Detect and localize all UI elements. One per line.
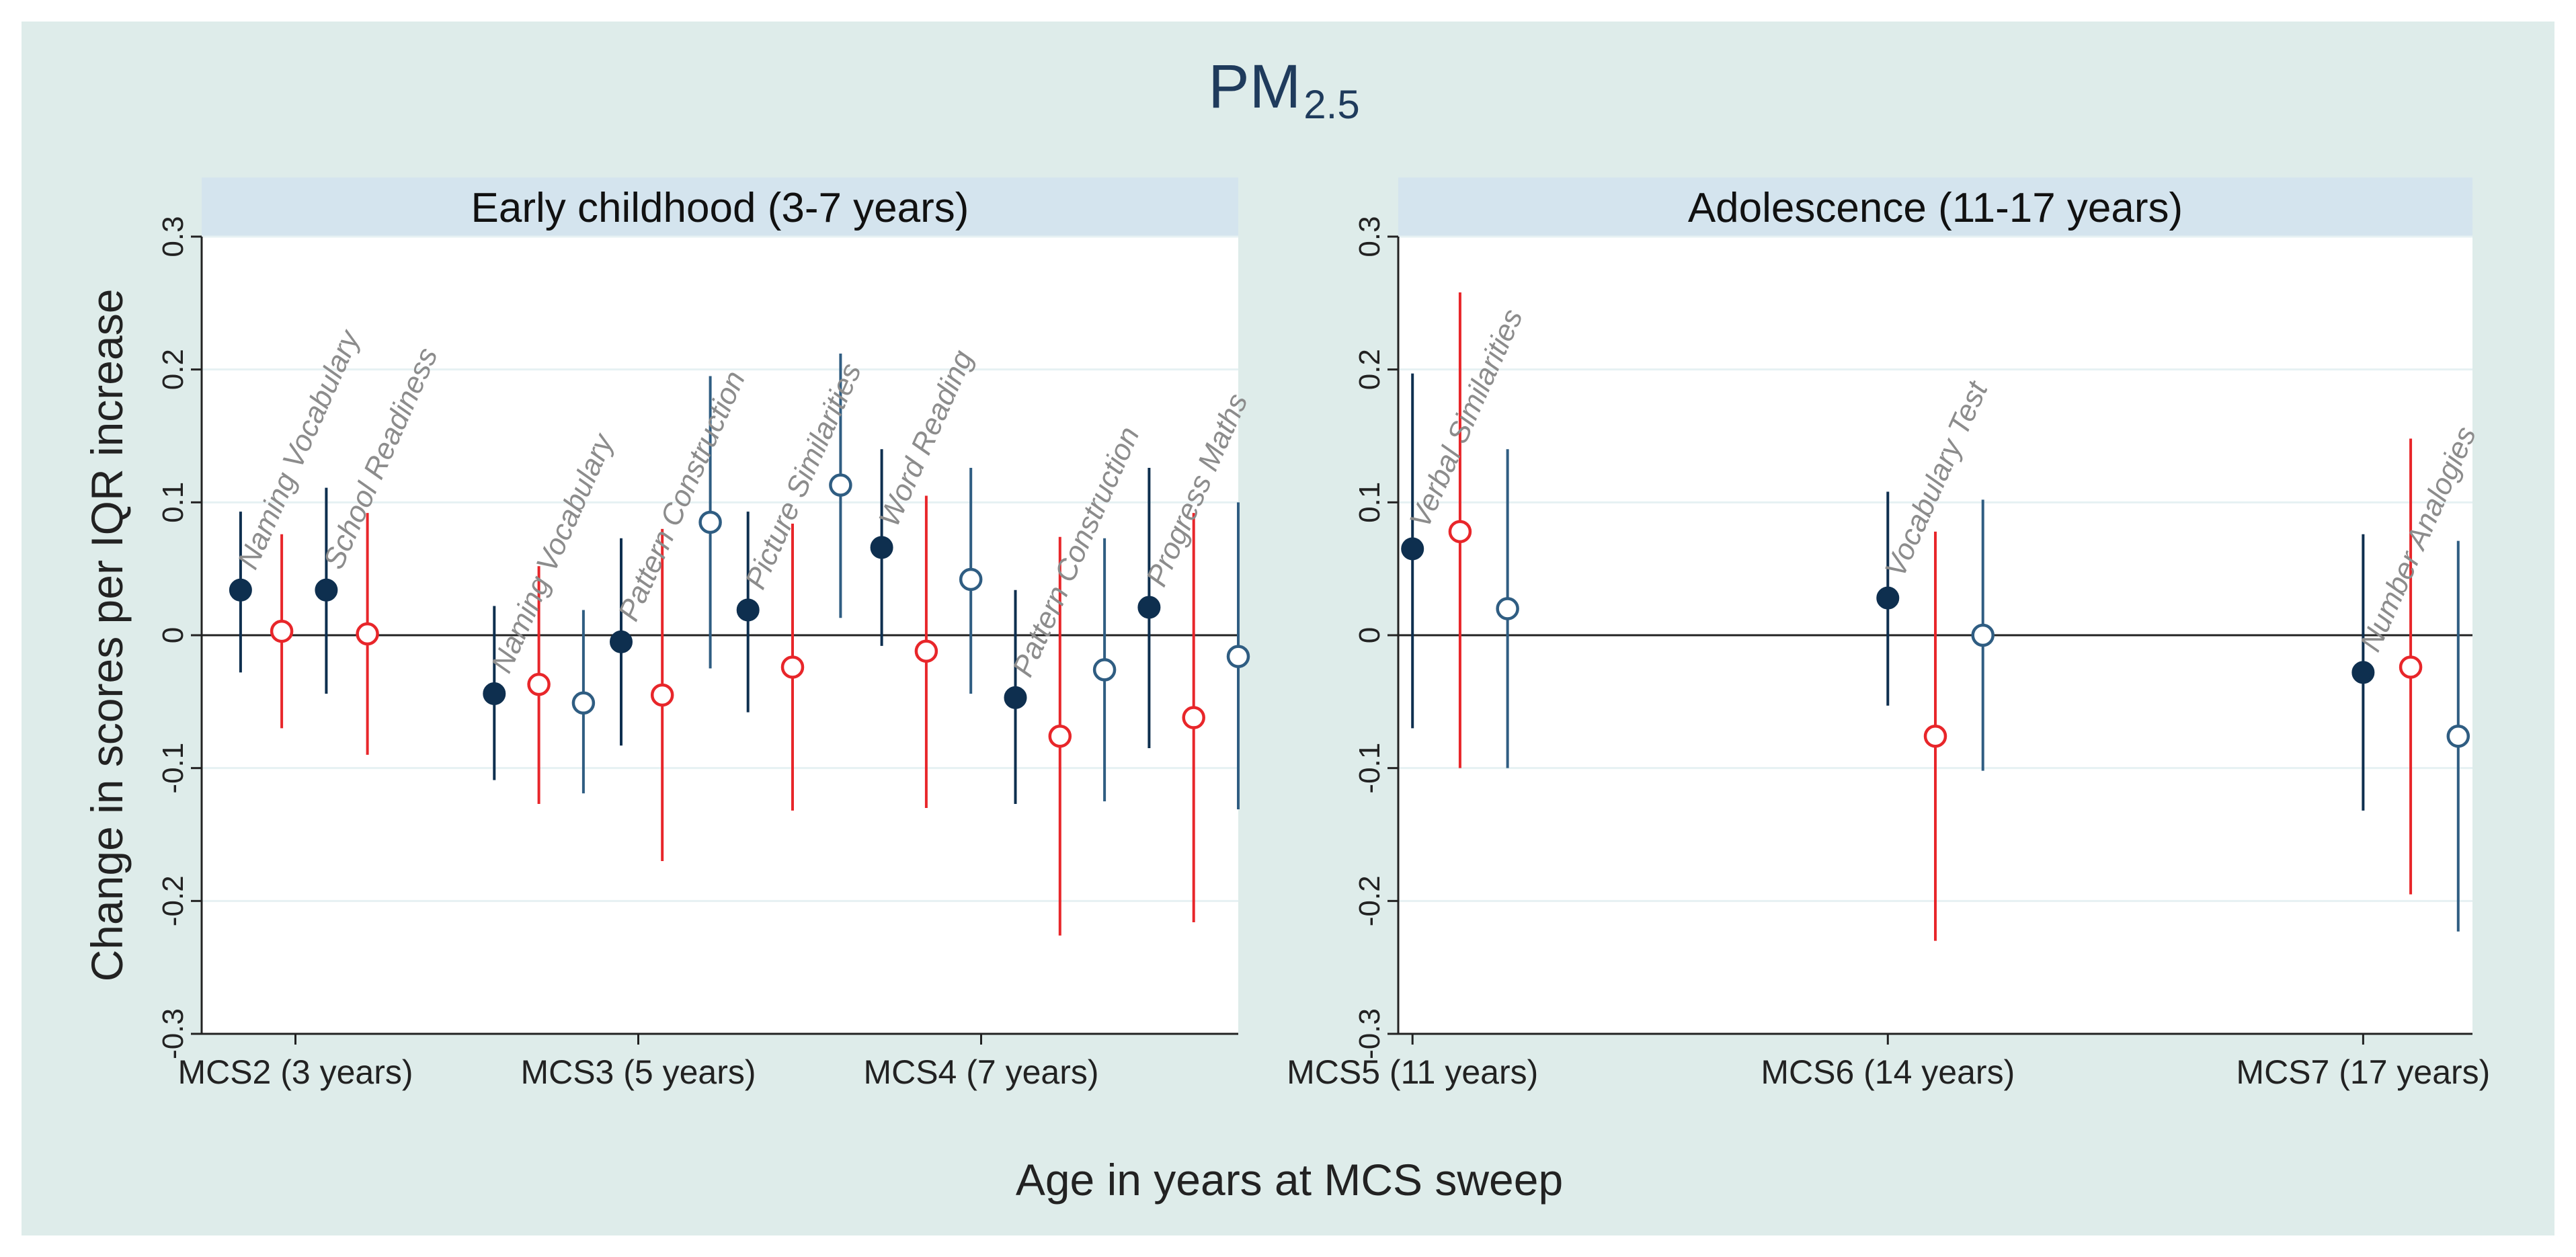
chart-title: PM2.5 xyxy=(1208,52,1359,127)
point-filled xyxy=(315,578,338,602)
point-filled xyxy=(610,630,633,653)
y-tick-label: 0.2 xyxy=(157,349,190,390)
panel-1-strip xyxy=(202,177,1238,237)
y-tick-label: -0.1 xyxy=(1353,743,1386,794)
point-navy-hollow xyxy=(1496,597,1519,620)
point-filled xyxy=(1004,686,1027,709)
x-axis-label: Age in years at MCS sweep xyxy=(1016,1155,1563,1205)
x-tick-label: MCS2 (3 years) xyxy=(177,1053,413,1091)
y-tick-label: 0.2 xyxy=(1353,349,1386,390)
point-filled xyxy=(1876,586,1900,610)
point-navy-hollow xyxy=(2446,724,2470,748)
point-filled xyxy=(870,536,893,559)
point-red-hollow xyxy=(914,639,938,663)
y-tick-label: 0 xyxy=(1353,627,1386,643)
y-tick-label: 0.3 xyxy=(157,216,190,257)
point-red-hollow xyxy=(1182,706,1205,729)
point-red-hollow xyxy=(270,619,294,643)
point-filled xyxy=(483,682,506,705)
y-tick-label: -0.2 xyxy=(157,875,190,926)
x-tick-label: MCS7 (17 years) xyxy=(2236,1053,2490,1091)
x-tick-label: MCS5 (11 years) xyxy=(1287,1053,1538,1091)
panels-layer: Early childhood (3-7 years) -0.3 -0.2 -0.1 0… xyxy=(157,177,2490,1091)
panel-2: Adolescence (11-17 years) -0.3 -0.2 -0.1 0 0.… xyxy=(1287,177,2490,1091)
y-tick-label: -0.2 xyxy=(1353,875,1386,926)
panel-1: Early childhood (3-7 years) -0.3 -0.2 -0.1 0… xyxy=(157,177,1254,1091)
point-red-hollow xyxy=(356,622,379,646)
y-tick-label: -0.3 xyxy=(157,1008,190,1059)
y-tick-label: 0.1 xyxy=(157,482,190,523)
y-tick-label: -0.1 xyxy=(157,743,190,794)
point-filled xyxy=(1401,537,1424,561)
point-filled xyxy=(2351,661,2375,684)
y-tick-label: 0.1 xyxy=(1353,482,1386,523)
panel-2-strip xyxy=(1398,177,2472,237)
chart-title-subscript: 2.5 xyxy=(1303,82,1359,127)
point-red-hollow xyxy=(527,672,551,696)
point-red-hollow xyxy=(1923,724,1947,748)
y-axis-label: Change in scores per IQR increase xyxy=(82,289,132,982)
point-navy-hollow xyxy=(698,510,722,534)
point-navy-hollow xyxy=(1226,645,1250,668)
point-red-hollow xyxy=(1048,724,1072,748)
x-tick-label: MCS3 (5 years) xyxy=(520,1053,756,1091)
point-red-hollow xyxy=(2399,655,2423,679)
point-red-hollow xyxy=(650,683,674,707)
point-navy-hollow xyxy=(1092,658,1117,682)
point-red-hollow xyxy=(780,655,805,679)
point-navy-hollow xyxy=(959,567,983,592)
x-tick-label: MCS6 (14 years) xyxy=(1761,1053,2015,1091)
y-tick-label: -0.3 xyxy=(1353,1008,1386,1059)
point-navy-hollow xyxy=(829,473,852,497)
panel-1-title: Early childhood (3-7 years) xyxy=(471,185,969,231)
y-tick-label: 0 xyxy=(157,627,190,643)
x-tick-label: MCS4 (7 years) xyxy=(863,1053,1098,1091)
point-navy-hollow xyxy=(571,691,596,715)
point-red-hollow xyxy=(1448,520,1472,544)
y-tick-label: 0.3 xyxy=(1353,216,1386,257)
point-filled xyxy=(736,598,760,622)
chart-title-main: PM xyxy=(1208,52,1301,121)
point-navy-hollow xyxy=(1971,623,1995,647)
point-filled xyxy=(229,578,252,602)
panel-2-title: Adolescence (11-17 years) xyxy=(1688,185,2183,231)
point-filled xyxy=(1137,596,1161,619)
